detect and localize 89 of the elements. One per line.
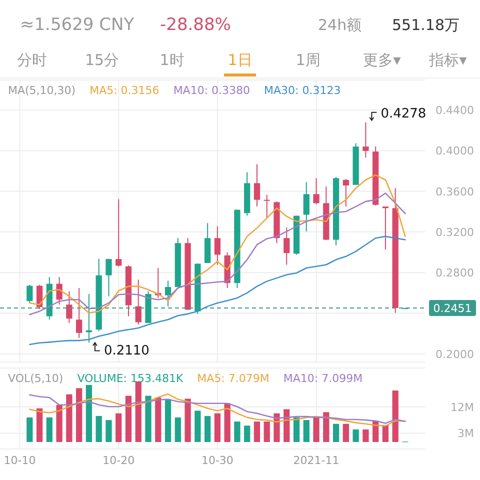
bar [323,412,330,442]
series-label: VOLUME: 153.481K [77,372,184,385]
candlestick [66,290,72,324]
text: 15分 [84,51,120,69]
text: MA10: 7.099M [283,372,363,385]
candlestick [254,164,260,208]
series-label: MA5: 7.079M [197,372,270,385]
text: 1时 [160,51,184,69]
candlestick [313,178,320,205]
text: -28.88% [160,15,231,35]
bar [254,422,260,442]
candlestick [382,206,389,250]
bar [164,399,172,442]
bar [155,398,162,442]
bar [204,416,211,442]
legend-title: MA(5,10,30) [8,84,76,97]
y-tick-label: 3M [458,427,474,440]
bar [46,417,52,442]
y-tick-label: 0.4400 [436,104,474,117]
candlestick [26,284,33,304]
candlestick [164,280,172,307]
candlestick [135,279,142,326]
x-tick-label: 10-30 [201,454,234,467]
candlestick [214,226,221,266]
y-tick-label: 12M [450,400,474,414]
text: 指标▾ [428,51,468,69]
text: 1周 [296,51,320,69]
y-tick-label: 0.3600 [436,185,474,198]
bar [194,410,201,442]
y-tick-label: 0.3200 [436,226,474,239]
candlestick [342,178,349,208]
bar [214,413,221,442]
bar [135,381,142,442]
bar [76,388,82,442]
candlestick [76,288,82,338]
text: 24h额 [318,16,362,34]
text: 分时 [17,51,47,69]
bar [56,404,62,442]
text: MA10: 0.3380 [173,84,250,97]
x-tick-label: 10-20 [102,454,135,467]
candlestick [303,182,310,232]
bar [86,384,92,442]
bar [96,416,102,442]
text: MA5: 0.3156 [90,84,160,97]
candlestick [56,276,62,306]
y-tick-label: 0.2800 [436,266,474,280]
x-tick-label: 2021-11 [293,454,340,467]
bar [342,424,349,442]
text: MA30: 0.3123 [264,84,341,97]
bar [145,396,152,442]
bar [224,403,230,442]
candlestick [264,194,270,218]
bar [392,390,398,442]
text: 551.18万 [392,16,460,34]
bar [244,426,250,442]
line-series [29,236,406,346]
bar [352,429,359,442]
bar [125,396,132,442]
text: 1日 [228,51,252,69]
text: ≈1.5629 CNY [20,15,135,35]
ref-line-label: 0.2451 [433,302,472,316]
bar [362,429,369,442]
bar [303,420,310,442]
bar [106,420,112,442]
legend-title: VOL(5,10) [8,372,64,385]
bar [184,398,191,442]
candlestick [116,198,122,267]
candlestick [284,226,290,266]
bar [66,394,72,442]
text: 更多▾ [363,51,402,69]
y-tick-label: 0.4000 [436,144,474,158]
bar [174,417,181,442]
candlestick [106,258,112,297]
annotation: 0.2110 [104,344,150,359]
bar [284,409,290,442]
bar [274,413,280,442]
y-tick-label: 0.2000 [436,348,474,361]
bar [313,417,320,442]
candlestick [362,122,369,158]
bar [264,422,270,442]
bar [36,408,43,442]
bar [293,417,300,442]
bar [234,422,240,442]
x-tick-label: 10-10 [4,454,36,467]
bar [332,424,340,442]
bar [382,425,389,442]
annotation: 0.4278 [380,106,426,122]
bar [116,413,122,442]
bar [26,417,33,442]
